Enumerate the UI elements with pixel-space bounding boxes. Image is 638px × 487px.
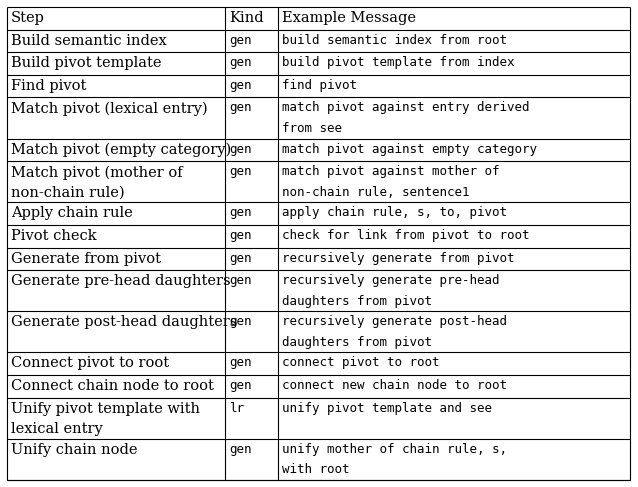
Text: build pivot template from index: build pivot template from index <box>282 56 514 69</box>
Text: Unify chain node: Unify chain node <box>11 443 138 457</box>
Text: build semantic index from root: build semantic index from root <box>282 34 507 47</box>
Text: recursively generate from pivot: recursively generate from pivot <box>282 252 514 264</box>
Text: Kind: Kind <box>229 11 263 25</box>
Text: gen: gen <box>229 101 251 114</box>
Text: from see: from see <box>282 122 342 135</box>
Text: Generate from pivot: Generate from pivot <box>11 252 161 265</box>
Text: Build semantic index: Build semantic index <box>11 34 167 48</box>
Text: find pivot: find pivot <box>282 79 357 92</box>
Text: daughters from pivot: daughters from pivot <box>282 295 432 308</box>
Text: gen: gen <box>229 379 251 392</box>
Text: unify pivot template and see: unify pivot template and see <box>282 402 492 415</box>
Text: gen: gen <box>229 252 251 264</box>
Text: Step: Step <box>11 11 45 25</box>
Text: Generate post-head daughters: Generate post-head daughters <box>11 316 237 329</box>
Text: gen: gen <box>229 274 251 287</box>
Text: gen: gen <box>229 229 251 242</box>
Text: Unify pivot template with: Unify pivot template with <box>11 402 200 416</box>
Text: match pivot against entry derived: match pivot against entry derived <box>282 101 530 114</box>
Text: with root: with root <box>282 464 350 476</box>
Text: gen: gen <box>229 56 251 69</box>
Text: recursively generate post-head: recursively generate post-head <box>282 316 507 328</box>
Text: non-chain rule, sentence1: non-chain rule, sentence1 <box>282 186 470 199</box>
Text: match pivot against empty category: match pivot against empty category <box>282 143 537 156</box>
Text: check for link from pivot to root: check for link from pivot to root <box>282 229 530 242</box>
Text: Find pivot: Find pivot <box>11 79 86 93</box>
Text: gen: gen <box>229 356 251 370</box>
Text: gen: gen <box>229 34 251 47</box>
Text: lexical entry: lexical entry <box>11 422 103 436</box>
Text: Build pivot template: Build pivot template <box>11 56 161 70</box>
Text: Generate pre-head daughters: Generate pre-head daughters <box>11 274 230 288</box>
Text: recursively generate pre-head: recursively generate pre-head <box>282 274 500 287</box>
Text: Apply chain rule: Apply chain rule <box>11 206 133 221</box>
Text: Match pivot (mother of: Match pivot (mother of <box>11 165 182 180</box>
Text: Pivot check: Pivot check <box>11 229 96 243</box>
Text: match pivot against mother of: match pivot against mother of <box>282 165 500 178</box>
Text: Example Message: Example Message <box>282 11 416 25</box>
Text: connect new chain node to root: connect new chain node to root <box>282 379 507 392</box>
Text: lr: lr <box>229 402 244 415</box>
Text: gen: gen <box>229 79 251 92</box>
Text: gen: gen <box>229 206 251 219</box>
Text: gen: gen <box>229 165 251 178</box>
Text: Match pivot (lexical entry): Match pivot (lexical entry) <box>11 101 207 116</box>
Text: gen: gen <box>229 443 251 456</box>
Text: apply chain rule, s, to, pivot: apply chain rule, s, to, pivot <box>282 206 507 219</box>
Text: unify mother of chain rule, s,: unify mother of chain rule, s, <box>282 443 507 456</box>
Text: non-chain rule): non-chain rule) <box>11 186 124 200</box>
Text: gen: gen <box>229 316 251 328</box>
Text: connect pivot to root: connect pivot to root <box>282 356 440 370</box>
Text: Match pivot (empty category): Match pivot (empty category) <box>11 143 231 157</box>
Text: Connect pivot to root: Connect pivot to root <box>11 356 169 371</box>
Text: gen: gen <box>229 143 251 156</box>
Text: Connect chain node to root: Connect chain node to root <box>11 379 214 393</box>
Text: daughters from pivot: daughters from pivot <box>282 336 432 349</box>
